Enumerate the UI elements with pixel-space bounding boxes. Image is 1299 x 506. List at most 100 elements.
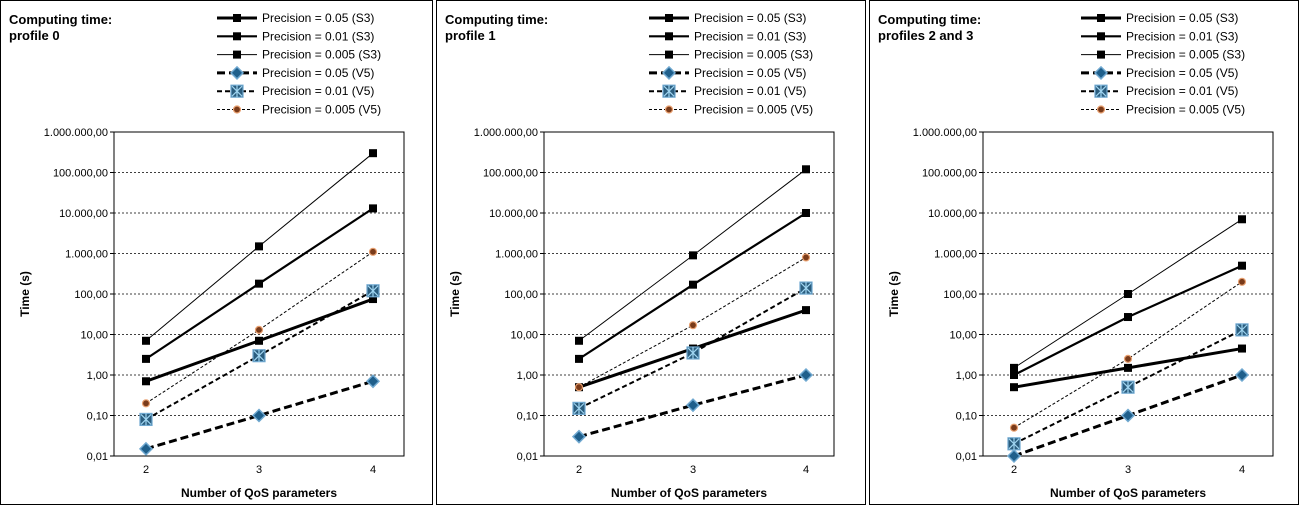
data-point-series-5	[1235, 323, 1249, 337]
data-point-series-3	[575, 336, 583, 345]
chart-svg: 0,01 0,10 1,00 10,00 100,00 1.000,00 10.000,00…	[887, 11, 1274, 500]
legend-entry-label: Precision = 0.05 (V5)	[262, 66, 374, 80]
data-point-series-6	[688, 321, 698, 330]
legend-swatch-marker	[230, 84, 244, 98]
data-point-series-5	[572, 401, 586, 415]
y-tick-label: 0,01	[87, 451, 108, 463]
legend-swatch-marker	[664, 105, 674, 114]
data-point-series-5-cross	[253, 349, 265, 362]
legend-swatch-marker	[229, 65, 245, 80]
data-point-series-5	[686, 346, 700, 360]
data-point-series-6	[368, 247, 378, 256]
y-tick-label: 0,10	[87, 411, 108, 423]
y-tick-label: 10,00	[80, 330, 108, 342]
data-point-series-5	[799, 281, 813, 295]
data-point-series-5-cross	[687, 346, 699, 359]
y-tick-label: 1,00	[956, 370, 977, 382]
data-point-series-6	[801, 253, 811, 262]
x-axis-label: Number of QoS parameters	[1050, 486, 1206, 500]
data-point-series-4	[798, 367, 814, 383]
data-point-series-1	[142, 377, 150, 386]
data-point-series-5	[1121, 380, 1135, 394]
data-point-series-3	[1124, 290, 1132, 298]
legend-entry-label: Precision = 0.01 (V5)	[694, 84, 806, 98]
y-tick-label: 100.000,00	[922, 168, 977, 180]
series-line-6	[578, 256, 807, 388]
chart-title: Computing time: profile 1	[445, 12, 548, 44]
data-point-series-5	[1007, 437, 1021, 451]
chart-title-line-2: profile 1	[445, 28, 496, 43]
y-tick-label: 10,00	[510, 330, 538, 342]
legend-entry-label: Precision = 0.01 (V5)	[262, 84, 374, 98]
data-point-series-4	[571, 429, 587, 444]
chart-title-line-2: profile 0	[9, 28, 60, 43]
legend-entry-label: Precision = 0.01 (S3)	[1126, 29, 1238, 43]
legend-entry-label: Precision = 0.01 (S3)	[694, 29, 806, 43]
data-point-series-1	[1238, 344, 1246, 353]
chart-title: Computing time: profiles 2 and 3	[878, 12, 981, 44]
data-point-series-2	[142, 354, 150, 363]
chart-title-line-1: Computing time:	[878, 12, 982, 27]
chart-title-line-1: Computing time:	[9, 12, 113, 27]
legend-entry-label: Precision = 0.01 (S3)	[262, 29, 374, 43]
x-tick-label: 2	[143, 464, 149, 476]
y-tick-label: 10.000,00	[489, 208, 538, 220]
y-tick-label: 100,00	[74, 289, 108, 301]
y-tick-label: 1.000.000,00	[474, 127, 538, 139]
data-point-series-3	[1010, 363, 1018, 372]
x-tick-label: 4	[803, 464, 809, 476]
data-point-series-6	[141, 399, 151, 408]
legend-swatch-marker	[662, 84, 676, 98]
chart-title-line-1: Computing time:	[445, 12, 549, 27]
series-line-5	[578, 287, 807, 410]
chart-title-line-2: profiles 2 and 3	[878, 28, 974, 43]
legend-entry-label: Precision = 0.05 (S3)	[1126, 11, 1238, 25]
y-tick-label: 10.000,00	[928, 208, 977, 220]
legend-entry-label: Precision = 0.005 (S3)	[694, 48, 813, 62]
data-point-series-5-cross	[367, 284, 379, 297]
data-point-series-2	[369, 204, 377, 213]
legend-swatch-marker-cross	[663, 85, 675, 98]
chart-title: Computing time: profile 0	[9, 12, 112, 44]
y-axis-label: Time (s)	[887, 271, 901, 317]
x-axis-label: Number of QoS parameters	[181, 486, 337, 500]
data-point-series-3	[369, 149, 377, 158]
legend-entry-label: Precision = 0.05 (S3)	[262, 11, 374, 25]
data-point-series-4	[1234, 367, 1250, 383]
data-point-series-6	[1123, 354, 1133, 363]
data-point-series-3	[802, 165, 810, 174]
legend-entry-label: Precision = 0.005 (V5)	[1126, 103, 1245, 117]
data-point-series-4	[365, 374, 381, 389]
x-tick-label: 4	[370, 464, 376, 476]
data-point-series-2	[802, 209, 810, 217]
x-tick-label: 3	[1125, 464, 1131, 476]
data-point-series-2	[689, 280, 697, 289]
legend-swatch-marker	[1097, 50, 1105, 59]
data-point-series-1	[369, 295, 377, 304]
y-tick-label: 10.000,00	[59, 208, 108, 220]
data-point-series-5-cross	[573, 402, 585, 415]
legend-entry-label: Precision = 0.01 (V5)	[1126, 84, 1238, 98]
y-tick-label: 0,10	[517, 411, 538, 423]
legend-entry-label: Precision = 0.05 (V5)	[1126, 66, 1238, 80]
data-point-series-5	[366, 284, 380, 298]
legend-entry-label: Precision = 0.005 (V5)	[694, 103, 813, 117]
series-line-6	[145, 251, 374, 404]
data-point-series-3	[142, 336, 150, 345]
data-point-series-1	[255, 336, 263, 345]
legend-swatch-marker	[665, 50, 673, 59]
y-tick-label: 1.000.000,00	[913, 127, 977, 139]
legend-entry-label: Precision = 0.005 (V5)	[262, 103, 381, 117]
legend-swatch-marker	[665, 32, 673, 41]
series-line-4	[145, 379, 374, 451]
legend-swatch-marker-cross	[1095, 85, 1107, 98]
data-point-series-2	[1010, 371, 1018, 379]
legend-swatch-marker	[1097, 32, 1105, 41]
y-axis-label: Time (s)	[448, 271, 462, 317]
data-point-series-2	[1124, 313, 1132, 322]
legend-entry-label: Precision = 0.05 (S3)	[694, 11, 806, 25]
data-point-series-5	[139, 412, 153, 427]
chart-panel-profile-0: Computing time: profile 0 0,01 0,10 1,00 10…	[0, 0, 433, 505]
legend-entry-label: Precision = 0.005 (S3)	[1126, 48, 1245, 62]
legend-swatch-marker	[661, 65, 677, 80]
